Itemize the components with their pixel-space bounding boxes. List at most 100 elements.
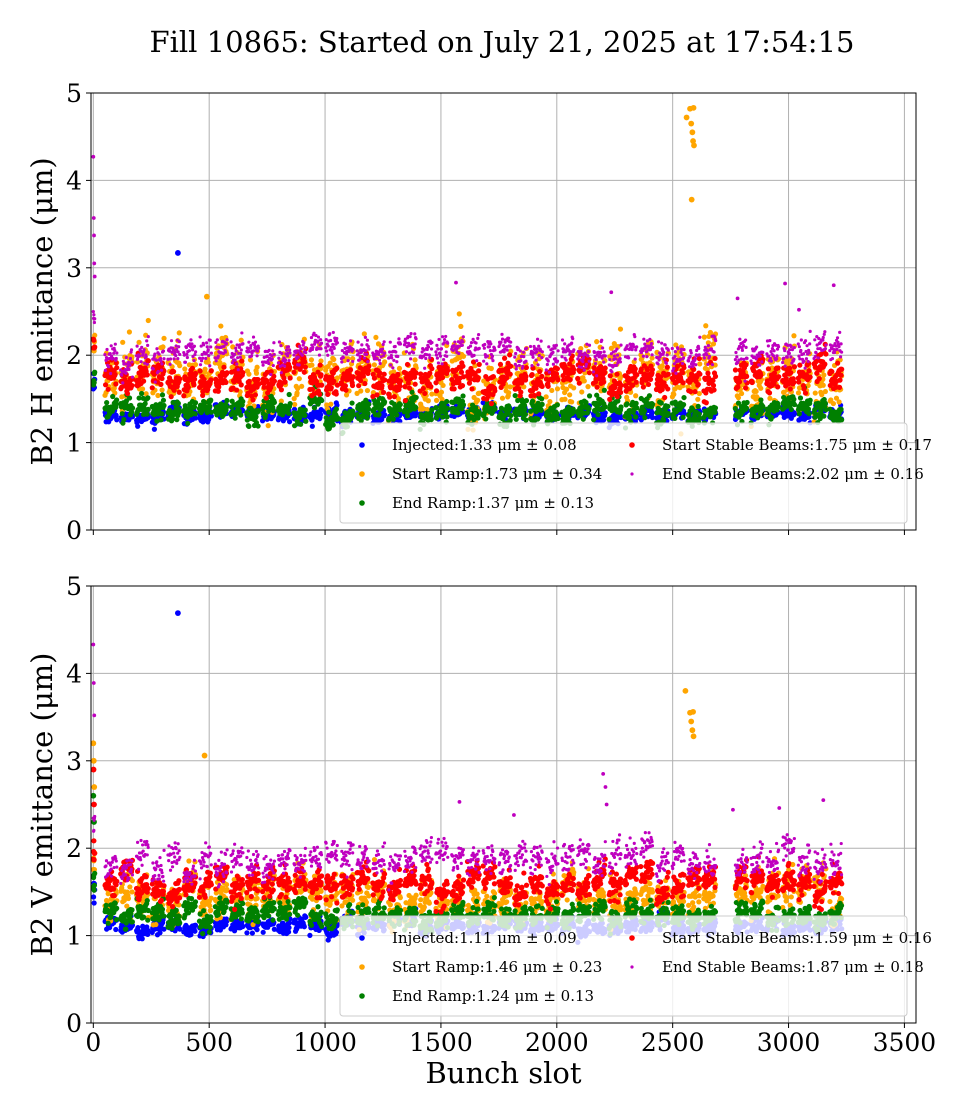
data-point	[529, 398, 536, 404]
data-point	[333, 406, 339, 412]
data-point	[377, 358, 382, 362]
data-point	[390, 416, 396, 422]
data-point	[177, 345, 181, 349]
data-point	[155, 347, 159, 351]
data-point	[208, 397, 214, 403]
data-point	[758, 372, 764, 378]
data-point	[536, 391, 542, 397]
data-point	[202, 366, 208, 372]
data-point	[712, 373, 719, 379]
data-point	[331, 330, 335, 335]
data-point	[240, 398, 246, 405]
data-point	[326, 409, 332, 415]
data-point	[797, 395, 804, 401]
data-point	[302, 341, 306, 345]
data-point	[391, 366, 395, 370]
data-point	[435, 356, 439, 360]
data-point	[286, 419, 293, 425]
data-point	[367, 347, 371, 351]
data-point	[363, 335, 368, 339]
data-point	[235, 362, 239, 366]
data-point	[208, 377, 214, 383]
data-point	[665, 403, 671, 409]
data-point	[838, 406, 844, 412]
data-point	[633, 400, 639, 406]
data-point	[91, 337, 97, 343]
data-point	[309, 362, 315, 368]
data-point	[159, 359, 163, 363]
data-point	[595, 412, 601, 418]
data-point	[331, 356, 337, 363]
data-point	[145, 317, 151, 324]
data-point	[340, 360, 344, 364]
data-point	[205, 341, 209, 345]
data-point	[413, 342, 417, 346]
data-point	[633, 393, 639, 399]
data-point	[539, 401, 545, 407]
data-point	[361, 331, 367, 337]
data-point	[412, 357, 418, 363]
data-point	[476, 361, 482, 368]
data-point	[271, 349, 275, 353]
data-point	[158, 381, 164, 387]
data-point	[287, 375, 293, 381]
data-point	[807, 397, 813, 403]
data-point	[433, 388, 440, 394]
data-point	[523, 364, 529, 371]
data-point	[189, 365, 196, 371]
data-point	[124, 390, 131, 397]
data-point	[106, 365, 111, 369]
data-point	[512, 392, 518, 399]
data-point	[822, 400, 828, 406]
data-point	[350, 374, 356, 380]
data-point	[198, 356, 202, 360]
data-point	[697, 371, 703, 377]
data-point	[318, 407, 325, 413]
series-group	[90, 104, 845, 437]
data-point	[185, 352, 189, 356]
data-point	[381, 342, 385, 347]
data-point	[309, 335, 314, 340]
data-point	[397, 401, 403, 408]
data-point	[319, 347, 323, 351]
data-point	[135, 423, 141, 429]
data-point	[172, 357, 176, 361]
data-point	[444, 405, 451, 412]
data-point	[267, 348, 271, 352]
data-point	[311, 345, 315, 349]
data-point	[575, 375, 581, 382]
data-point	[507, 352, 513, 358]
data-point	[238, 382, 244, 388]
data-point	[738, 390, 745, 397]
data-point	[382, 377, 388, 383]
data-point	[456, 311, 462, 317]
data-point	[119, 411, 125, 417]
data-point	[173, 350, 177, 354]
data-point	[267, 361, 271, 366]
data-point	[269, 372, 273, 377]
data-point	[366, 401, 372, 407]
data-point	[158, 417, 164, 423]
data-point	[567, 392, 573, 398]
data-point	[366, 363, 372, 369]
data-point	[145, 358, 151, 364]
data-point	[649, 367, 656, 373]
data-point	[712, 355, 718, 362]
data-point	[381, 399, 388, 405]
data-point	[335, 336, 339, 341]
data-point	[736, 379, 743, 385]
data-point	[607, 396, 613, 402]
data-point	[120, 339, 126, 345]
data-point	[169, 416, 176, 422]
data-point	[821, 372, 827, 378]
data-point	[176, 330, 182, 336]
data-point	[238, 337, 244, 343]
data-point	[430, 340, 434, 345]
data-point	[286, 410, 292, 417]
data-point	[440, 382, 446, 389]
data-point	[255, 423, 261, 429]
data-point	[302, 364, 309, 370]
data-point	[732, 405, 738, 412]
data-point	[647, 376, 654, 382]
